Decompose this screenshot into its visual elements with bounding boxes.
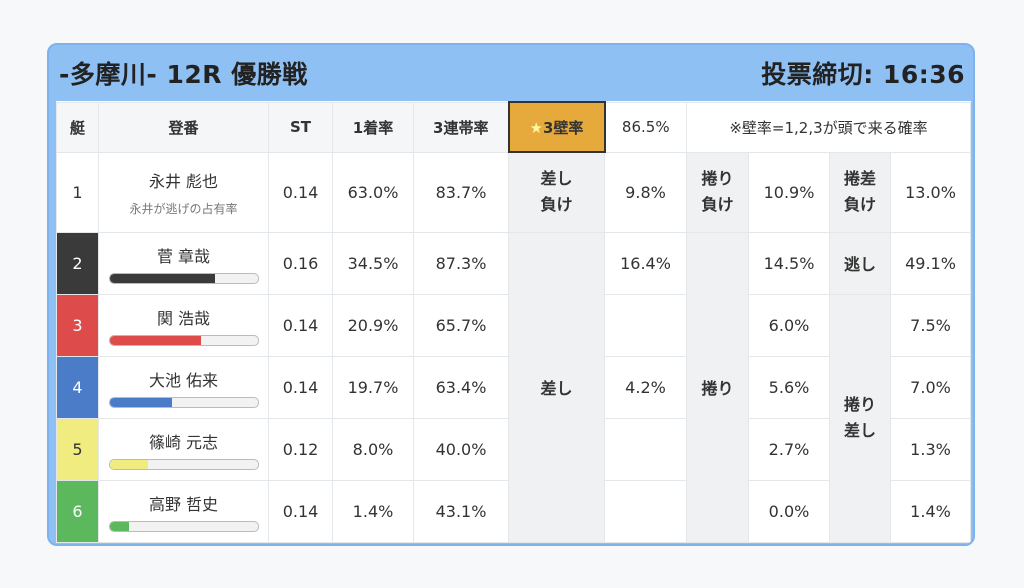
win-rate-bar [108,272,259,284]
table-row: 4 大池 佑来 0.14 19.7% 63.4% 4.2% 5.6% 7.0% [56,355,971,419]
makuri-label: 捲り [686,231,749,543]
st-value: 0.14 [268,355,333,419]
sashi-value: 16.4% [604,231,687,295]
win-rate-bar [108,520,259,532]
makuri-value: 2.7% [748,417,830,481]
boat-number: 1 [56,151,99,233]
boat-number: 4 [56,355,99,419]
first-rate-value: 8.0% [332,417,414,481]
first-rate-value: 34.5% [332,231,414,295]
racer-name: 高野 哲史 [148,494,219,514]
race-card: -多摩川- 12R 優勝戦 投票締切: 16:36 艇 登番 ST 1着率 3連… [47,43,975,546]
wall-rate-value: 86.5% [604,101,687,153]
top3-rate-value: 83.7% [413,151,509,233]
nige-label: 逃し [829,231,891,295]
racer-name: 大池 佑来 [148,370,219,390]
makurisashi-value: 7.0% [890,355,971,419]
wall-rate-note: ※壁率=1,2,3が頭で来る確率 [686,101,971,153]
racer-name: 篠崎 元志 [148,432,219,452]
makuri-value: 5.6% [748,355,830,419]
table-row: 2 菅 章哉 0.16 34.5% 87.3% 差し 16.4% 捲り 14.5… [56,231,971,543]
win-rate-bar-fill [109,459,148,469]
top3-rate-value: 43.1% [413,479,509,543]
vote-deadline: 投票締切: 16:36 [761,60,965,89]
win-rate-bar [108,458,259,470]
sashi-value: 4.2% [604,355,687,419]
racer-cell: 関 浩哉 [98,293,269,357]
makuri-value: 14.5% [748,231,830,295]
boat-number: 6 [56,479,99,543]
sashi-make-label: 差し 負け [508,151,605,233]
sashi-label: 差し [508,231,605,543]
win-rate-bar-fill [109,273,215,283]
st-value: 0.12 [268,417,333,481]
win-rate-bar-fill [109,521,129,531]
col-boat: 艇 [56,101,99,153]
boat-number: 3 [56,293,99,357]
makuri-make-label: 捲り 負け [686,151,749,233]
st-value: 0.14 [268,293,333,357]
racer-name: 菅 章哉 [156,246,211,266]
st-value: 0.16 [268,231,333,295]
racer-note: 永井が逃げの占有率 [129,201,238,216]
col-racer: 登番 [98,101,269,153]
top3-rate-value: 65.7% [413,293,509,357]
first-rate-value: 20.9% [332,293,414,357]
sashi-make-value: 9.8% [604,151,687,233]
col-st: ST [268,101,333,153]
first-rate-value: 63.0% [332,151,414,233]
win-rate-bar-fill [109,397,172,407]
racer-cell: 大池 佑来 [98,355,269,419]
table-header-row: 艇 登番 ST 1着率 3連帯率 ★3壁率 86.5% ※壁率=1,2,3が頭で… [56,101,971,153]
col-wall-rate[interactable]: ★3壁率 [507,101,606,153]
sashi-value [604,417,687,481]
table-row: 6 高野 哲史 0.14 1.4% 43.1% 0.0% 1.4% [56,479,971,543]
win-rate-bar [108,334,259,346]
win-rate-bar [108,396,259,408]
racer-cell: 永井 彪也 永井が逃げの占有率 [98,151,269,233]
makuri-make-value: 10.9% [748,151,830,233]
makurisashi-value: 1.4% [890,479,971,543]
racer-name: 永井 彪也 [148,171,219,191]
makurisashi-value: 7.5% [890,293,971,357]
top3-rate-value: 40.0% [413,417,509,481]
col-top3-rate: 3連帯率 [413,101,509,153]
st-value: 0.14 [268,479,333,543]
racer-cell: 菅 章哉 [98,231,269,295]
top3-rate-value: 87.3% [413,231,509,295]
star-icon: ★ [529,118,543,137]
racer-cell: 高野 哲史 [98,479,269,543]
st-value: 0.14 [268,151,333,233]
makurisashi-value: 1.3% [890,417,971,481]
racer-cell: 篠崎 元志 [98,417,269,481]
first-rate-value: 19.7% [332,355,414,419]
win-rate-bar-fill [109,335,202,345]
sashi-value [604,293,687,357]
top3-rate-value: 63.4% [413,355,509,419]
makuri-value: 6.0% [748,293,830,357]
first-rate-value: 1.4% [332,479,414,543]
table-row: 3 関 浩哉 0.14 20.9% 65.7% 6.0% 捲り 差し 7.5% [56,293,971,543]
makuri-value: 0.0% [748,479,830,543]
makurisashi-label: 捲り 差し [829,293,891,543]
table-row: 1 永井 彪也 永井が逃げの占有率 0.14 63.0% 83.7% 差し 負け … [56,151,971,233]
boat-number: 2 [56,231,99,295]
wall-rate-label: 3壁率 [543,118,584,137]
table-row: 5 篠崎 元志 0.12 8.0% 40.0% 2.7% 1.3% [56,417,971,481]
col-first-rate: 1着率 [332,101,414,153]
card-header: -多摩川- 12R 優勝戦 投票締切: 16:36 [49,45,973,101]
race-stats-table: 艇 登番 ST 1着率 3連帯率 ★3壁率 86.5% ※壁率=1,2,3が頭で… [56,101,971,543]
sashi-value [604,479,687,543]
race-title: -多摩川- 12R 優勝戦 [59,60,308,89]
nige-value: 49.1% [890,231,971,295]
racer-name: 関 浩哉 [156,308,211,328]
makurisashi-make-value: 13.0% [890,151,971,233]
makurisashi-make-label: 捲差 負け [829,151,891,233]
boat-number: 5 [56,417,99,481]
